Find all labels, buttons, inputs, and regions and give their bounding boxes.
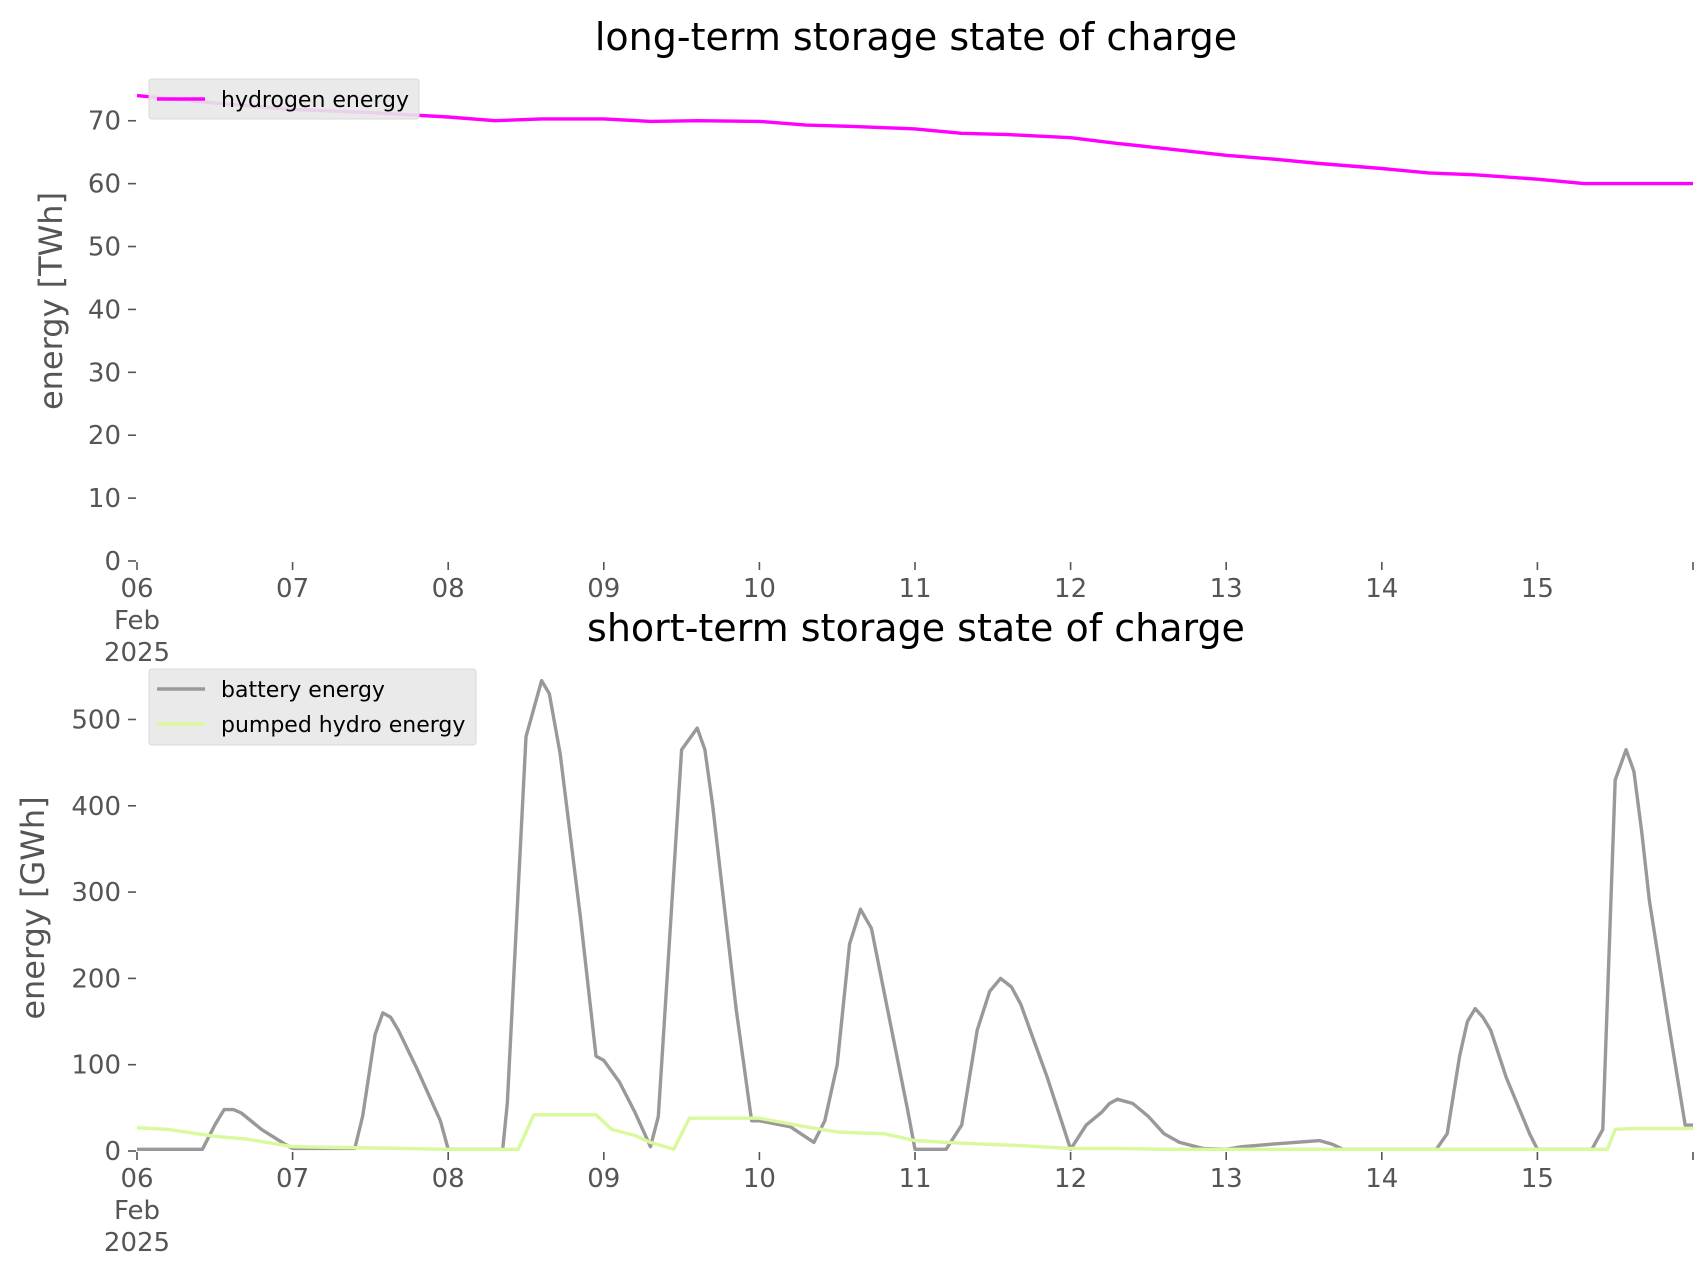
x-tick-label: 10 <box>743 574 776 604</box>
x-tick-label: 08 <box>432 1164 465 1194</box>
y-tick-label: 10 <box>88 484 121 514</box>
legend-box <box>148 78 420 120</box>
x-tick-label: 12 <box>1054 574 1087 604</box>
series-lines <box>136 678 1693 1152</box>
x-tick-label: Feb <box>114 1196 160 1226</box>
y-tick-label: 40 <box>88 295 121 325</box>
x-tick-label: 09 <box>587 1164 620 1194</box>
y-tick-label: 0 <box>104 547 121 577</box>
battery-energy-line <box>137 678 1693 1152</box>
legend-box <box>148 668 477 746</box>
x-tick-label: 08 <box>432 574 465 604</box>
chart-title: long-term storage state of charge <box>595 15 1237 59</box>
x-tick-label: 11 <box>898 1164 931 1194</box>
y-tick-label: 300 <box>71 878 121 908</box>
legend: battery energy pumped hydro energy <box>148 668 477 746</box>
long-term-storage-chart: long-term storage state of charge energy… <box>32 15 1694 668</box>
x-tick-label: 10 <box>743 1164 776 1194</box>
y-tick-label: 200 <box>71 964 121 994</box>
y-tick-label: 50 <box>88 233 121 263</box>
y-tick-label: 0 <box>104 1137 121 1167</box>
legend-label: battery energy <box>221 678 385 703</box>
x-tick-label: 06 <box>120 574 153 604</box>
x-tick-label: 2025 <box>104 638 170 668</box>
hydrogen-energy-line <box>136 93 1693 186</box>
y-tick-label: 30 <box>88 358 121 388</box>
y-tick-label: 60 <box>88 170 121 200</box>
x-tick-label: 07 <box>276 1164 309 1194</box>
y-ticks: 0 100 200 300 400 500 <box>71 705 136 1167</box>
y-tick-label: 20 <box>88 421 121 451</box>
x-tick-label: 14 <box>1365 1164 1398 1194</box>
y-ticks: 0 10 20 30 40 50 60 70 <box>88 107 136 577</box>
legend-label: pumped hydro energy <box>221 713 465 738</box>
x-tick-label: 07 <box>276 574 309 604</box>
x-tick-label: 13 <box>1210 1164 1243 1194</box>
y-tick-label: 500 <box>71 705 121 735</box>
x-tick-label: 15 <box>1521 1164 1554 1194</box>
chart-title: short-term storage state of charge <box>587 606 1245 650</box>
x-tick-label: 06 <box>120 1164 153 1194</box>
legend: hydrogen energy <box>148 78 420 120</box>
x-tick-label: 12 <box>1054 1164 1087 1194</box>
x-tick-label: Feb <box>114 606 160 636</box>
legend-label: hydrogen energy <box>221 88 409 113</box>
x-tick-label: 14 <box>1365 574 1398 604</box>
x-tick-label: 2025 <box>104 1228 170 1258</box>
y-tick-label: 70 <box>88 107 121 137</box>
x-tick-label: 13 <box>1210 574 1243 604</box>
x-tick-label: 09 <box>587 574 620 604</box>
pumped-hydro-energy-line <box>136 1113 1693 1152</box>
series-lines <box>136 93 1693 186</box>
x-tick-label: 11 <box>898 574 931 604</box>
y-tick-label: 100 <box>71 1051 121 1081</box>
y-axis-label: energy [TWh] <box>32 192 70 410</box>
x-tick-label: 15 <box>1521 574 1554 604</box>
y-axis-label: energy [GWh] <box>14 796 52 1019</box>
y-tick-label: 400 <box>71 792 121 822</box>
short-term-storage-chart: short-term storage state of charge energ… <box>14 606 1694 1258</box>
